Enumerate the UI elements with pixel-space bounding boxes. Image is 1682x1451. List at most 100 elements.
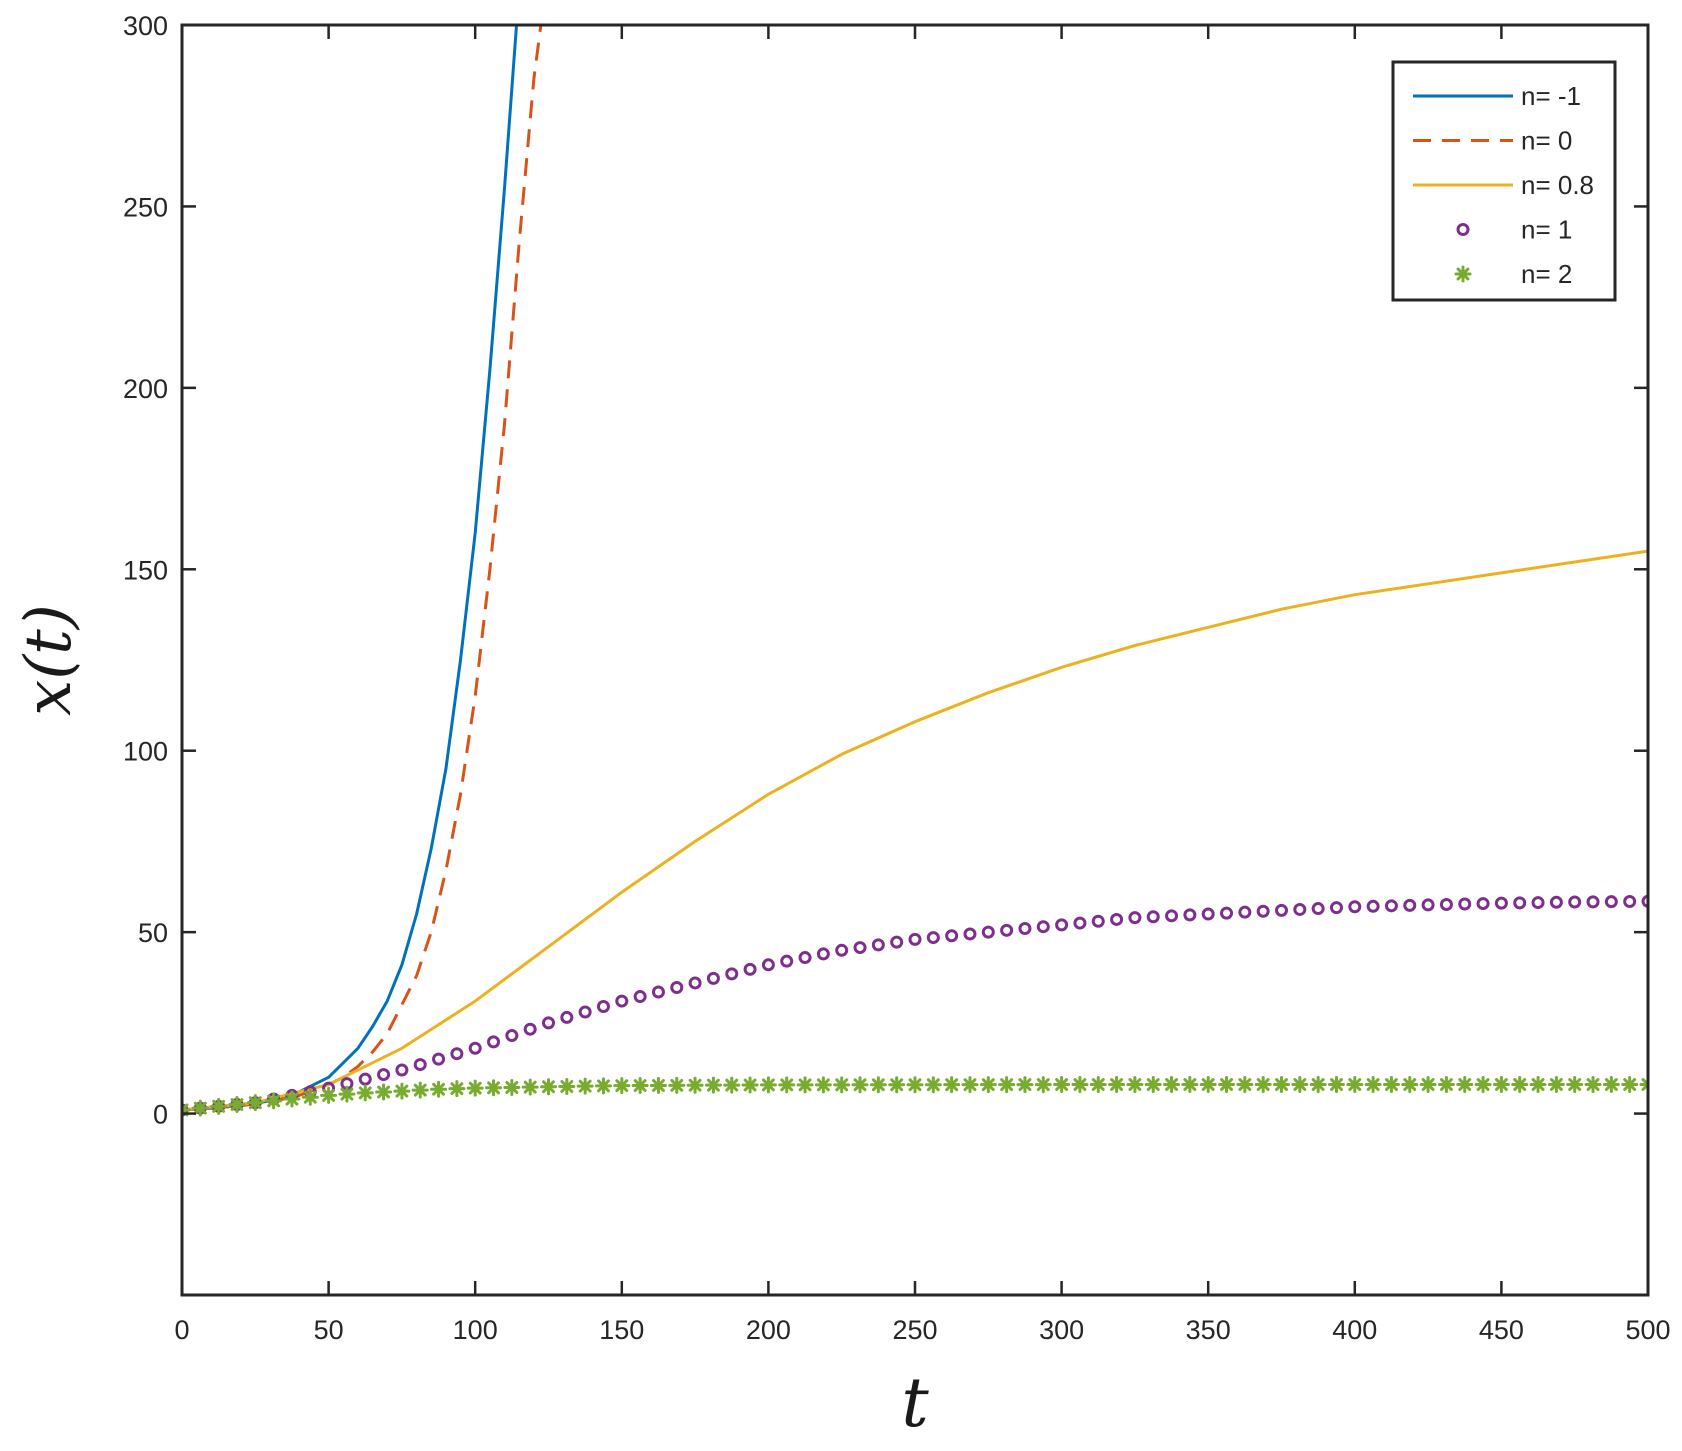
series-5-point [833, 1076, 851, 1094]
series-5-point-core [1076, 1081, 1084, 1089]
series-5-point [1108, 1076, 1126, 1094]
series-5-point [704, 1076, 722, 1094]
x-tick-label: 200 [746, 1315, 791, 1345]
series-5-point-core [1039, 1081, 1047, 1089]
series-5-point [411, 1081, 429, 1099]
series-5-point [1602, 1076, 1620, 1094]
series-5-point-core [325, 1091, 333, 1099]
series-5-point-core [1296, 1081, 1304, 1089]
series-4-point [1055, 918, 1069, 932]
series-5-point [1236, 1076, 1254, 1094]
series-5-point [393, 1082, 411, 1100]
series-5-point-core [251, 1099, 259, 1107]
series-5-point [1071, 1076, 1089, 1094]
series-5-point-stroke [1641, 1078, 1648, 1087]
series-5-point-core [599, 1082, 607, 1090]
series-4-point [1165, 909, 1179, 923]
series-5-point-core [435, 1085, 443, 1093]
series-5-point-core [1589, 1081, 1597, 1089]
x-tick-label: 50 [314, 1315, 344, 1345]
legend-item-2: n= 0 [1413, 126, 1572, 156]
series-4-point [578, 1005, 592, 1019]
series-5-point [778, 1076, 796, 1094]
series-5-point [686, 1076, 704, 1094]
series-5-point [246, 1094, 264, 1112]
series-5-point-core [1168, 1081, 1176, 1089]
series-5-point-core [1626, 1081, 1634, 1089]
series-5-point [356, 1084, 374, 1102]
plot-series-group [182, 25, 1648, 1119]
series-5-point-core [1369, 1081, 1377, 1089]
x-ticks: 0 50 100 150 200 250 300 350 400 450 500 [174, 25, 1671, 1345]
y-tick-label: 0 [153, 1100, 168, 1130]
series-5-point-core [1351, 1081, 1359, 1089]
series-5-point [814, 1076, 832, 1094]
series-5-point [1181, 1076, 1199, 1094]
series-5-point [503, 1078, 521, 1096]
series-5-point [265, 1092, 283, 1110]
series-4-point [1000, 923, 1014, 937]
legend-item-3: n= 0.8 [1413, 170, 1594, 200]
series-5-point-core [966, 1081, 974, 1089]
series-4-point [706, 971, 720, 985]
series-5-point [1309, 1076, 1327, 1094]
series-4-point [615, 994, 629, 1008]
series-5-point-core [581, 1082, 589, 1090]
series-5-point [998, 1076, 1016, 1094]
series-5-point [1163, 1076, 1181, 1094]
series-4-point [1311, 902, 1325, 916]
series-5-point-core [838, 1081, 846, 1089]
series-5-point [1254, 1076, 1272, 1094]
series-5-point [375, 1083, 393, 1101]
series-5-point [485, 1079, 503, 1097]
series-4-point [1549, 895, 1563, 909]
x-tick-label: 150 [599, 1315, 644, 1345]
x-tick-label: 500 [1625, 1315, 1670, 1345]
series-5-point-core [911, 1081, 919, 1089]
series-5-point [741, 1076, 759, 1094]
series-4-point [596, 1000, 610, 1014]
series-5-point [961, 1076, 979, 1094]
series-4-point [1403, 898, 1417, 912]
legend-label: n= 0 [1521, 126, 1572, 156]
legend-label: n= 1 [1521, 215, 1572, 245]
series-4-point [1476, 897, 1490, 911]
series-5-point [943, 1076, 961, 1094]
series-4-point [798, 951, 812, 965]
series-4-point [743, 962, 757, 976]
series-5-point-core [764, 1081, 772, 1089]
series-5-point-core [196, 1104, 204, 1112]
series-4-point [1073, 916, 1087, 930]
series-4-point [1128, 911, 1142, 925]
series-4-point [926, 931, 940, 945]
series-5-point-core [636, 1082, 644, 1090]
series-5-point-core [1424, 1081, 1432, 1089]
series-5-point-core [306, 1093, 314, 1101]
series-5-point-core [508, 1083, 516, 1091]
series-5-markers [182, 1076, 1648, 1119]
series-5-point [888, 1076, 906, 1094]
series-4-point [945, 929, 959, 943]
series-5-point [430, 1080, 448, 1098]
series-4-point [670, 980, 684, 994]
series-5-point-core [1131, 1081, 1139, 1089]
series-5-point [558, 1077, 576, 1095]
series-5-point-core [215, 1102, 223, 1110]
series-5-point-core [1552, 1081, 1560, 1089]
series-5-point [1621, 1076, 1639, 1094]
series-4-point [1275, 903, 1288, 917]
x-tick-label: 300 [1039, 1315, 1084, 1345]
series-5-point [1291, 1076, 1309, 1094]
series-5-point [851, 1076, 869, 1094]
series-4-point [853, 941, 867, 955]
y-tick-label: 200 [123, 374, 168, 404]
series-4-point [816, 947, 830, 961]
series-5-point-core [361, 1089, 369, 1097]
series-5-point-core [416, 1086, 424, 1094]
series-4-point [890, 935, 904, 949]
series-4-point [780, 954, 794, 968]
series-5-point [228, 1096, 246, 1113]
series-4-point [1366, 899, 1380, 913]
